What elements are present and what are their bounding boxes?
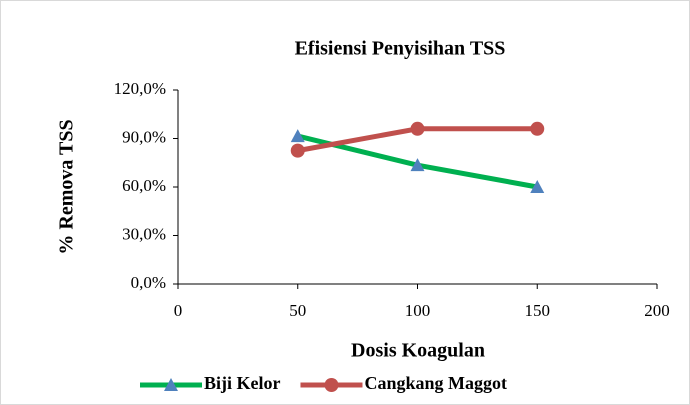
marker [410, 158, 425, 172]
y-tick-label: 0,0% [131, 273, 166, 292]
marker [410, 121, 425, 136]
x-tick-label: 150 [525, 301, 551, 320]
x-tick-label: 0 [174, 301, 183, 320]
x-axis-label: Dosis Koagulan [351, 340, 485, 362]
x-tick-label: 200 [644, 301, 670, 320]
marker [290, 129, 305, 143]
y-axis-label: % Remova TSS [56, 119, 78, 254]
marker [290, 143, 305, 158]
marker [530, 180, 545, 193]
marker [530, 121, 545, 136]
x-tick-label: 100 [405, 301, 431, 320]
legend-label: Biji Kelor [204, 373, 280, 393]
y-tick-label: 30,0% [122, 224, 166, 243]
y-tick-label: 120,0% [114, 79, 166, 98]
legend-marker [324, 378, 339, 392]
y-tick-label: 90,0% [122, 127, 166, 146]
x-tick-label: 50 [289, 301, 306, 320]
chart-title: Efisiensi Penyisihan TSS [295, 38, 506, 60]
legend-label: Cangkang Maggot [364, 373, 507, 393]
legend-marker [164, 378, 178, 391]
y-tick-label: 60,0% [122, 176, 166, 195]
